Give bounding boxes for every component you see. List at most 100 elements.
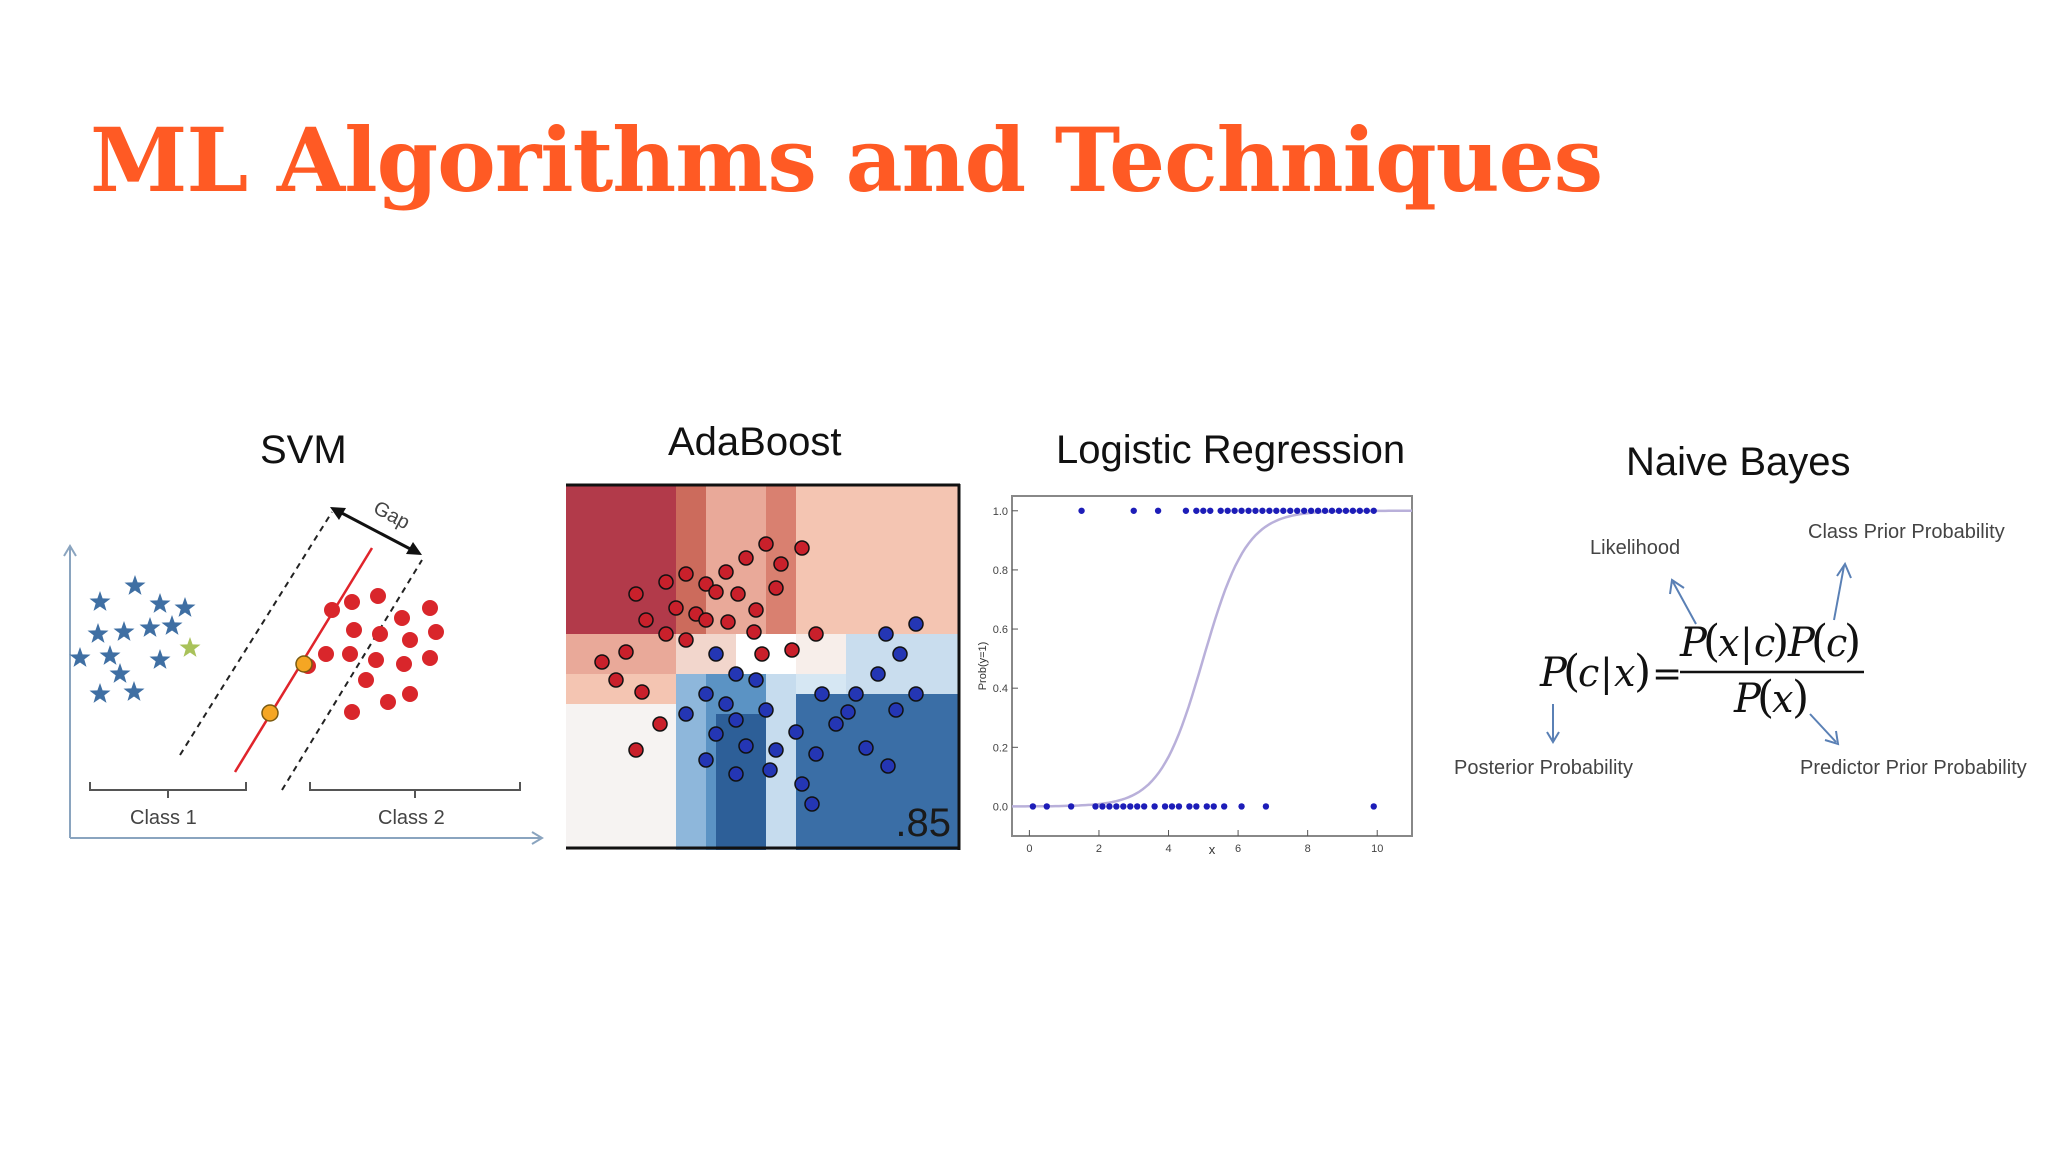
svg-text:x: x <box>1772 677 1793 721</box>
adaboost-blue-point <box>728 712 744 728</box>
adaboost-red-point <box>773 556 789 572</box>
adaboost-red-point <box>628 742 644 758</box>
svg-text:(: ( <box>1563 646 1580 697</box>
svm-dot-point <box>344 704 360 720</box>
adaboost-red-point <box>658 626 674 642</box>
svg-text:(: ( <box>1811 616 1828 667</box>
lr-point-y1 <box>1287 507 1294 514</box>
lr-point-y0 <box>1210 803 1217 810</box>
lr-point-y0 <box>1262 803 1270 810</box>
lr-x-tick-label: 6 <box>1235 843 1241 855</box>
lr-ticks: 0 2 4 6 8 10 0.0 0.2 0.4 0.6 0.8 1.0 <box>993 506 1384 855</box>
naive-bayes-formula: Likelihood Class Prior Probability Poste… <box>1454 521 2027 779</box>
svm-dot-point <box>372 626 388 642</box>
svg-text:P: P <box>1539 650 1568 696</box>
lr-point-y1 <box>1370 507 1377 514</box>
nb-predictor-prior-label: Predictor Prior Probability <box>1800 757 2027 779</box>
svm-dot-point <box>318 646 334 662</box>
svm-class1-label: Class 1 <box>130 807 197 829</box>
svm-dot-point <box>324 602 340 618</box>
svg-text:x: x <box>1614 651 1635 695</box>
adaboost-blue-point <box>814 686 830 702</box>
svm-y-axis-arrow <box>63 544 77 557</box>
svg-text:P: P <box>1787 620 1816 666</box>
adaboost-blue-point <box>870 666 886 682</box>
svm-margin-line-2 <box>281 559 423 791</box>
svg-text:P: P <box>1733 676 1762 722</box>
svm-class1-bracket <box>89 782 247 791</box>
adaboost-red-point <box>794 540 810 556</box>
lr-y-tick-label: 0.4 <box>993 683 1008 695</box>
lr-point-y0 <box>1113 803 1120 810</box>
svm-dot-point <box>396 656 412 672</box>
adaboost-blue-point <box>794 776 810 792</box>
lr-point-y1 <box>1328 507 1336 514</box>
nb-arrows <box>1546 561 1852 746</box>
adaboost-red-point <box>658 574 674 590</box>
adaboost-red-point <box>628 586 644 602</box>
svm-x-axis-arrow <box>531 831 544 845</box>
svm-star-point <box>149 649 171 669</box>
adaboost-red-point <box>608 672 624 688</box>
svm-dot-point <box>358 672 374 688</box>
adaboost-red-point <box>754 646 770 662</box>
adaboost-blue-point <box>708 646 724 662</box>
svm-class2-bracket <box>309 782 521 791</box>
lr-point-y1 <box>1307 507 1315 514</box>
lr-point-y0 <box>1067 803 1075 810</box>
svg-text:(: ( <box>1757 672 1774 723</box>
adaboost-blue-point <box>788 724 804 740</box>
adaboost-region <box>796 484 960 634</box>
svm-star-point <box>174 597 196 617</box>
adaboost-blue-point <box>728 766 744 782</box>
adaboost-region <box>796 634 846 674</box>
adaboost-blue-point <box>908 686 924 702</box>
lr-point-y0 <box>1134 803 1141 810</box>
adaboost-red-point <box>634 684 650 700</box>
adaboost-red-point <box>698 612 714 628</box>
lr-y-tick-label: 0.2 <box>993 742 1008 754</box>
adaboost-plot: .85 <box>566 483 961 850</box>
lr-y-tick-label: 1.0 <box>993 506 1008 518</box>
lr-y-tick-label: 0.0 <box>993 801 1008 813</box>
svm-star-point <box>161 615 183 635</box>
lr-point-y1 <box>1245 507 1252 514</box>
adaboost-red-point <box>730 586 746 602</box>
adaboost-red-point <box>678 632 694 648</box>
adaboost-blue-point <box>708 726 724 742</box>
lr-point-y1 <box>1314 507 1322 514</box>
lr-point-y1 <box>1342 507 1350 514</box>
adaboost-red-point <box>768 580 784 596</box>
svm-dot-point <box>422 600 438 616</box>
adaboost-red-point <box>594 654 610 670</box>
adaboost-blue-point <box>892 646 908 662</box>
lr-point-y0 <box>1193 803 1200 810</box>
svm-star-point <box>89 683 111 703</box>
adaboost-points <box>594 536 924 812</box>
adaboost-red-point <box>718 564 734 580</box>
lr-point-y0 <box>1186 803 1193 810</box>
svm-star-point <box>124 575 146 595</box>
adaboost-blue-point <box>698 752 714 768</box>
lr-point-y1 <box>1217 507 1224 514</box>
adaboost-blue-point <box>840 704 856 720</box>
lr-point-y1 <box>1266 507 1273 514</box>
svg-text:=: = <box>1652 654 1682 695</box>
slide-title: ML Algorithms and Techniques <box>90 108 1603 212</box>
lr-point-y1 <box>1321 507 1329 514</box>
lr-point-y1 <box>1130 507 1137 514</box>
svm-gap-arrowhead-1 <box>330 507 346 520</box>
svm-support-vector <box>261 704 279 722</box>
lr-point-y1 <box>1207 507 1214 514</box>
adaboost-blue-point <box>762 762 778 778</box>
svg-text:|: | <box>1740 621 1753 665</box>
svm-dot-point <box>380 694 396 710</box>
svm-dot-point <box>368 652 384 668</box>
lr-point-y0 <box>1106 803 1113 810</box>
adaboost-red-point <box>758 536 774 552</box>
lr-plot-frame <box>1011 495 1413 837</box>
adaboost-blue-point <box>880 758 896 774</box>
lr-point-y0 <box>1092 803 1099 810</box>
svm-gap-arrowhead-2 <box>406 542 422 555</box>
lr-point-y1 <box>1182 507 1190 514</box>
